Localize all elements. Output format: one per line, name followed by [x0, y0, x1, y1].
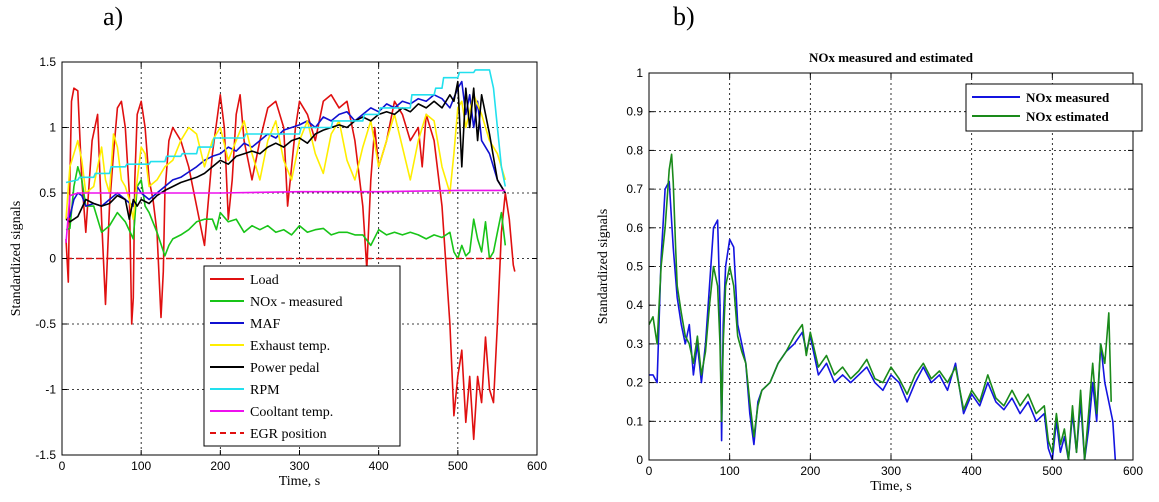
- series-line-1: [649, 153, 1112, 460]
- y-tick-label: -1.5: [35, 448, 56, 462]
- x-tick-label: 200: [800, 464, 820, 478]
- x-tick-label: 500: [1042, 464, 1062, 478]
- y-tick-label: 0.7: [626, 182, 643, 196]
- x-tick-label: 600: [527, 459, 547, 473]
- legend-label: EGR position: [250, 427, 327, 442]
- y-tick-label: 0.4: [626, 298, 643, 312]
- chart-title: NOx measured and estimated: [809, 50, 974, 65]
- legend-label: NOx - measured: [250, 295, 343, 310]
- y-tick-label: 0.5: [626, 260, 643, 274]
- x-tick-label: 0: [59, 459, 66, 473]
- y-tick-label: 0: [49, 252, 56, 266]
- x-tick-label: 400: [962, 464, 982, 478]
- legend-label: Power pedal: [250, 361, 320, 376]
- x-axis-label: Time, s: [870, 479, 912, 494]
- x-tick-label: 300: [881, 464, 901, 478]
- series-line-4: [65, 80, 506, 223]
- x-tick-label: 400: [369, 459, 389, 473]
- y-tick-label: 0.1: [626, 414, 643, 428]
- chart-a: 0 100 200 300 400 500 600 -1.5 -1 -0.5 0 0.5 1 1.5 Tim…: [9, 55, 547, 489]
- y-tick-label: 0.8: [626, 143, 643, 157]
- legend-box: [203, 265, 401, 447]
- y-tick-label: 0.2: [626, 376, 643, 390]
- series-line-0: [65, 87, 516, 441]
- y-tick-label: 0.6: [626, 221, 643, 235]
- x-axis-label: Time, s: [279, 474, 321, 489]
- series-line-6: [65, 189, 506, 243]
- y-tick-label: 0: [636, 453, 643, 467]
- panel-label-a: a): [103, 2, 124, 31]
- legend-label: Exhaust temp.: [250, 339, 330, 354]
- legend: NOx measured NOx estimated: [965, 83, 1143, 132]
- x-tick-label: 500: [448, 459, 468, 473]
- series-line-3: [65, 94, 507, 220]
- y-tick-label: 1.5: [39, 55, 56, 69]
- x-tick-label: 300: [289, 459, 309, 473]
- legend-label: Load: [250, 273, 279, 288]
- y-axis-label: Standardized signals: [9, 201, 24, 316]
- legend-label: RPM: [250, 383, 280, 398]
- legend-label: Cooltant temp.: [250, 405, 333, 420]
- x-tick-label: 0: [646, 464, 653, 478]
- series-line-5: [65, 69, 507, 187]
- panel-label-b: b): [673, 2, 695, 31]
- legend-label: NOx estimated: [1026, 109, 1109, 124]
- x-tick-label: 100: [131, 459, 151, 473]
- y-tick-label: 1: [636, 66, 643, 80]
- y-axis-label: Standardized signals: [596, 209, 611, 324]
- series-line-1: [65, 166, 507, 260]
- y-tick-label: -0.5: [35, 317, 56, 331]
- legend-label: MAF: [250, 317, 281, 332]
- series-line-2: [65, 80, 506, 220]
- legend-box: [965, 83, 1143, 132]
- y-tick-label: 0.9: [626, 105, 643, 119]
- x-tick-label: 100: [720, 464, 740, 478]
- chart-b: 0 100 200 300 400 500 600 0 0.1 0.2 0.3 0.4 0.5 0.6 0.…: [596, 50, 1143, 494]
- y-tick-label: 0.3: [626, 337, 643, 351]
- y-tick-label: 1: [49, 121, 56, 135]
- legend: Load NOx - measured MAF Exhaust temp. Power …: [203, 265, 401, 447]
- x-tick-label: 600: [1123, 464, 1143, 478]
- y-tick-label: 0.5: [39, 186, 56, 200]
- x-tick-label: 200: [210, 459, 230, 473]
- legend-label: NOx measured: [1026, 90, 1110, 105]
- y-tick-label: -1: [45, 383, 56, 397]
